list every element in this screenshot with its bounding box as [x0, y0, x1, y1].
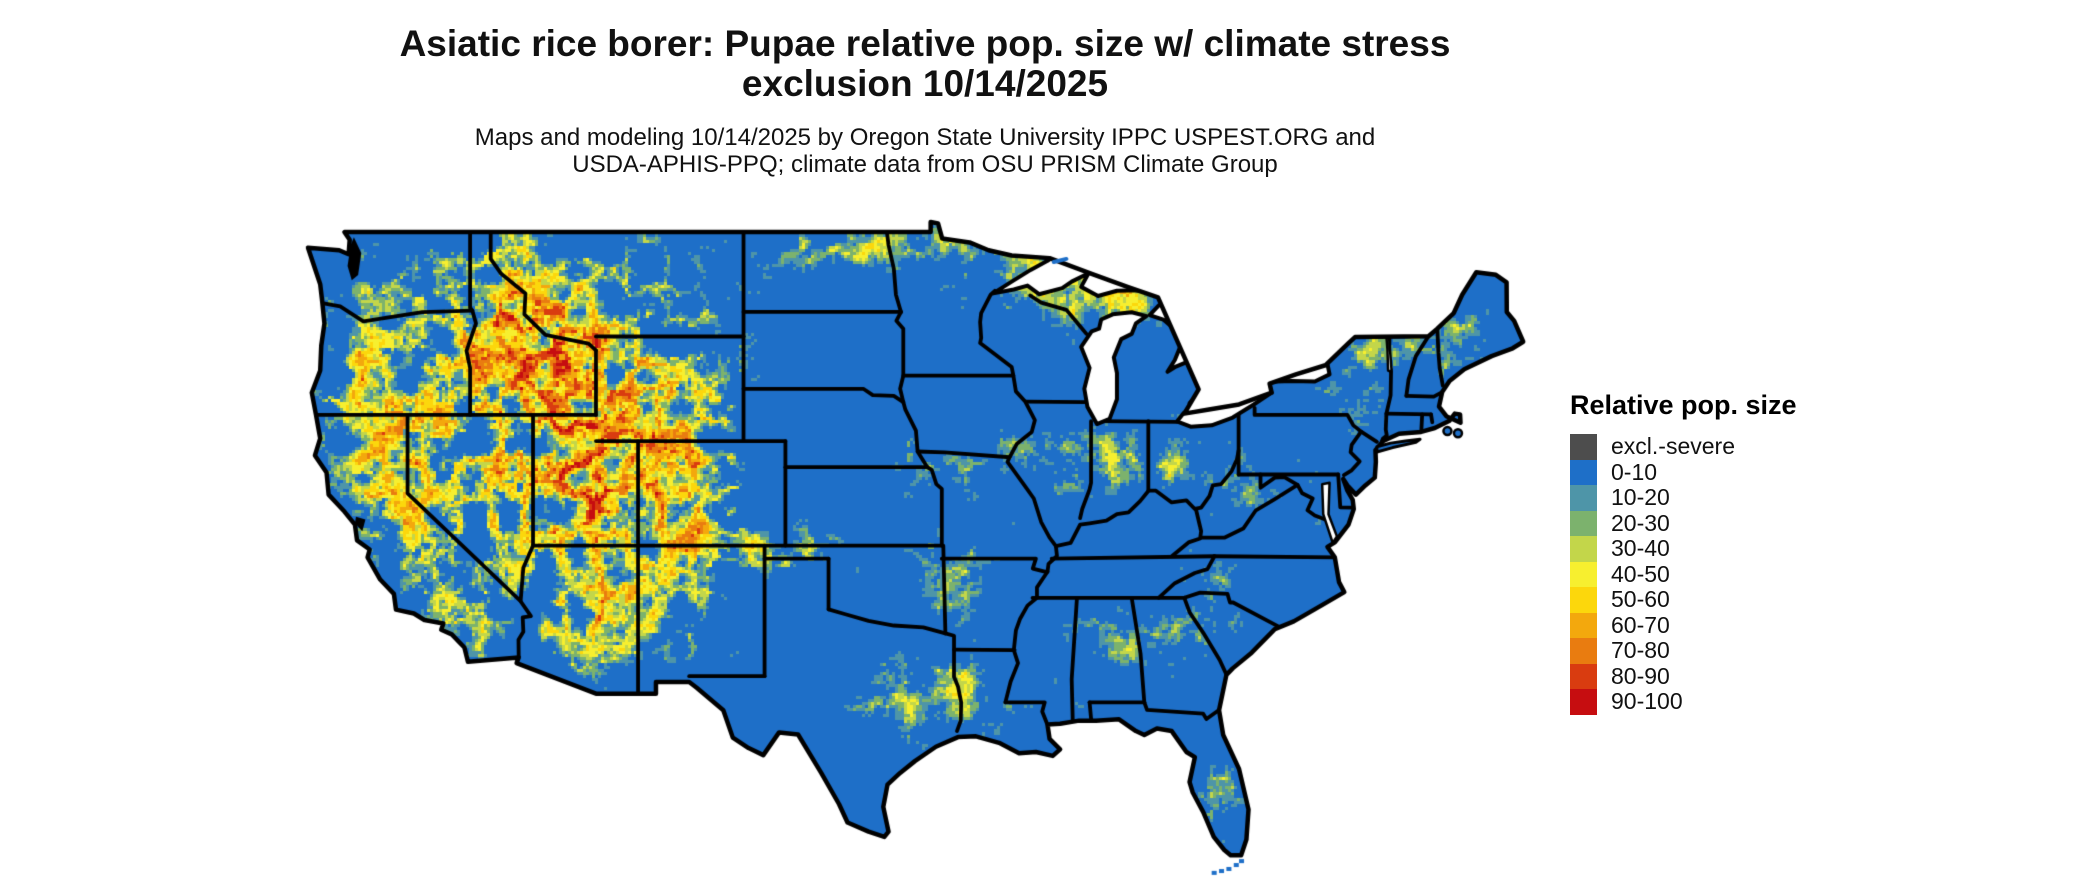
legend-swatch — [1570, 459, 1597, 485]
legend-label: 90-100 — [1611, 688, 1683, 715]
legend-label: 40-50 — [1611, 560, 1670, 587]
legend-item: 60-70 — [1570, 611, 1797, 638]
legend-item: 0-10 — [1570, 458, 1797, 485]
legend-label: excl.-severe — [1611, 433, 1735, 460]
legend-item: 90-100 — [1570, 688, 1797, 715]
legend-label: 0-10 — [1611, 458, 1658, 485]
figure-title-line2: exclusion 10/14/2025 — [741, 63, 1109, 104]
legend-swatch — [1570, 638, 1597, 664]
legend-swatch — [1570, 561, 1597, 587]
legend-item: 20-30 — [1570, 509, 1797, 536]
legend-item: excl.-severe — [1570, 433, 1797, 460]
legend-item: 80-90 — [1570, 662, 1797, 689]
legend-swatch — [1570, 536, 1597, 562]
figure-subtitle: Maps and modeling 10/14/2025 by Oregon S… — [0, 124, 1850, 178]
legend-swatch — [1570, 510, 1597, 536]
legend-swatch — [1570, 663, 1597, 689]
figure-title: Asiatic rice borer: Pupae relative pop. … — [0, 24, 1850, 104]
legend-label: 60-70 — [1611, 611, 1670, 638]
legend-item: 70-80 — [1570, 637, 1797, 664]
legend-item: 40-50 — [1570, 560, 1797, 587]
legend-label: 50-60 — [1611, 586, 1670, 613]
legend-swatch — [1570, 434, 1597, 460]
legend-swatch — [1570, 485, 1597, 511]
legend-label: 70-80 — [1611, 637, 1670, 664]
legend-item: 50-60 — [1570, 586, 1797, 613]
legend-swatch — [1570, 689, 1597, 715]
legend-swatch — [1570, 612, 1597, 638]
figure-title-line1: Asiatic rice borer: Pupae relative pop. … — [399, 23, 1451, 64]
legend-item: 30-40 — [1570, 535, 1797, 562]
legend-label: 30-40 — [1611, 535, 1670, 562]
legend-rows: excl.-severe 0-10 10-20 20-30 30-40 40-50 50-6… — [1570, 433, 1797, 715]
legend-label: 20-30 — [1611, 509, 1670, 536]
figure-subtitle-line1: Maps and modeling 10/14/2025 by Oregon S… — [474, 124, 1376, 151]
legend: Relative pop. size excl.-severe 0-10 10-20… — [1570, 390, 1797, 715]
legend-label: 10-20 — [1611, 484, 1670, 511]
legend-title: Relative pop. size — [1570, 390, 1797, 420]
figure-subtitle-line2: USDA-APHIS-PPQ; climate data from OSU PR… — [572, 151, 1278, 178]
legend-item: 10-20 — [1570, 484, 1797, 511]
legend-swatch — [1570, 587, 1597, 613]
legend-label: 80-90 — [1611, 662, 1670, 689]
